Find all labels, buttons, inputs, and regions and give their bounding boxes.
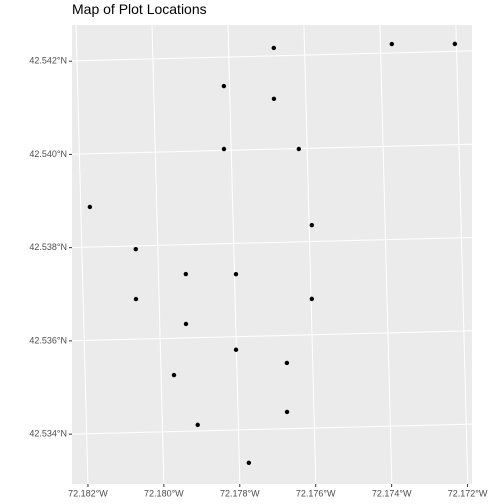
grid-line (303, 25, 317, 484)
grid-line (72, 50, 472, 62)
point (271, 45, 276, 51)
grid-line (72, 237, 472, 249)
point (183, 321, 189, 327)
point (221, 83, 227, 89)
x-tick-label: 72.174°W (372, 488, 412, 498)
grid-line (72, 423, 472, 435)
grid-line (72, 143, 472, 155)
points (87, 41, 458, 465)
y-tick-label: 42.538°N (29, 242, 67, 252)
y-tick-label: 42.534°N (29, 428, 67, 438)
x-tick-label: 72.178°W (220, 488, 260, 498)
point (284, 360, 290, 366)
point (309, 222, 315, 228)
point (296, 146, 302, 152)
x-tick-label: 72.182°W (68, 488, 108, 498)
y-tick-label: 42.542°N (29, 56, 67, 66)
grid-line (72, 330, 472, 342)
grid-line (379, 25, 393, 484)
chart-title: Map of Plot Locations (72, 1, 207, 17)
point (87, 204, 93, 210)
grid (72, 25, 472, 484)
grid-line (75, 25, 89, 484)
point (452, 41, 458, 47)
point (171, 372, 177, 378)
grid-line (151, 25, 165, 484)
grid-line (227, 25, 241, 484)
point (309, 296, 315, 302)
x-tick-label: 72.180°W (144, 488, 184, 498)
x-tick-label: 72.172°W (448, 488, 488, 498)
point (221, 146, 227, 152)
point (183, 271, 189, 277)
point (133, 246, 138, 252)
point (389, 41, 395, 47)
x-tick-label: 72.176°W (296, 488, 336, 498)
point (133, 296, 139, 302)
point (271, 96, 277, 101)
point (233, 271, 239, 277)
point (233, 347, 239, 352)
y-tick-label: 42.540°N (29, 149, 67, 159)
panel (72, 25, 472, 484)
point (195, 422, 200, 428)
grid-line (455, 25, 469, 484)
point (284, 409, 290, 415)
point (246, 460, 252, 465)
y-tick-label: 42.536°N (29, 335, 67, 345)
